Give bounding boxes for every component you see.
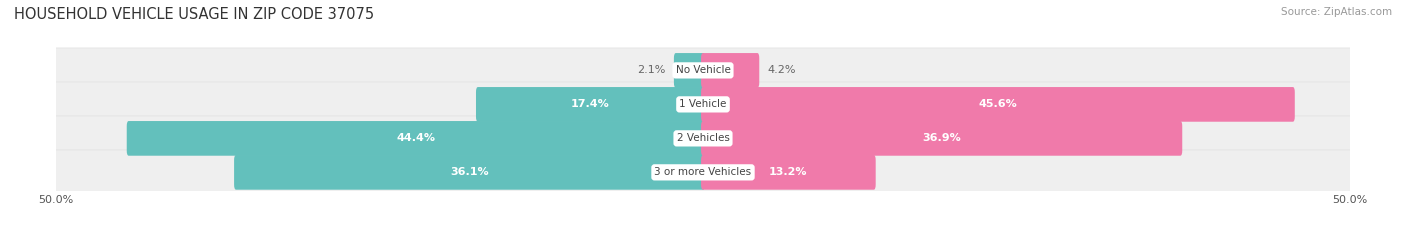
FancyBboxPatch shape xyxy=(702,155,876,190)
FancyBboxPatch shape xyxy=(52,116,1354,161)
Text: 4.2%: 4.2% xyxy=(768,65,796,75)
FancyBboxPatch shape xyxy=(235,155,704,190)
FancyBboxPatch shape xyxy=(52,150,1354,195)
Text: 44.4%: 44.4% xyxy=(396,133,436,143)
FancyBboxPatch shape xyxy=(477,87,704,122)
Text: HOUSEHOLD VEHICLE USAGE IN ZIP CODE 37075: HOUSEHOLD VEHICLE USAGE IN ZIP CODE 3707… xyxy=(14,7,374,22)
FancyBboxPatch shape xyxy=(673,53,704,88)
Text: 13.2%: 13.2% xyxy=(769,167,807,177)
FancyBboxPatch shape xyxy=(52,82,1354,127)
Text: No Vehicle: No Vehicle xyxy=(675,65,731,75)
Text: 3 or more Vehicles: 3 or more Vehicles xyxy=(654,167,752,177)
Text: 17.4%: 17.4% xyxy=(571,99,610,109)
FancyBboxPatch shape xyxy=(702,121,1182,156)
Text: 1 Vehicle: 1 Vehicle xyxy=(679,99,727,109)
Text: 36.1%: 36.1% xyxy=(450,167,489,177)
Text: 45.6%: 45.6% xyxy=(979,99,1018,109)
FancyBboxPatch shape xyxy=(127,121,704,156)
FancyBboxPatch shape xyxy=(52,48,1354,93)
Text: 36.9%: 36.9% xyxy=(922,133,962,143)
Text: 2 Vehicles: 2 Vehicles xyxy=(676,133,730,143)
FancyBboxPatch shape xyxy=(702,87,1295,122)
Text: Source: ZipAtlas.com: Source: ZipAtlas.com xyxy=(1281,7,1392,17)
FancyBboxPatch shape xyxy=(702,53,759,88)
Text: 2.1%: 2.1% xyxy=(637,65,665,75)
